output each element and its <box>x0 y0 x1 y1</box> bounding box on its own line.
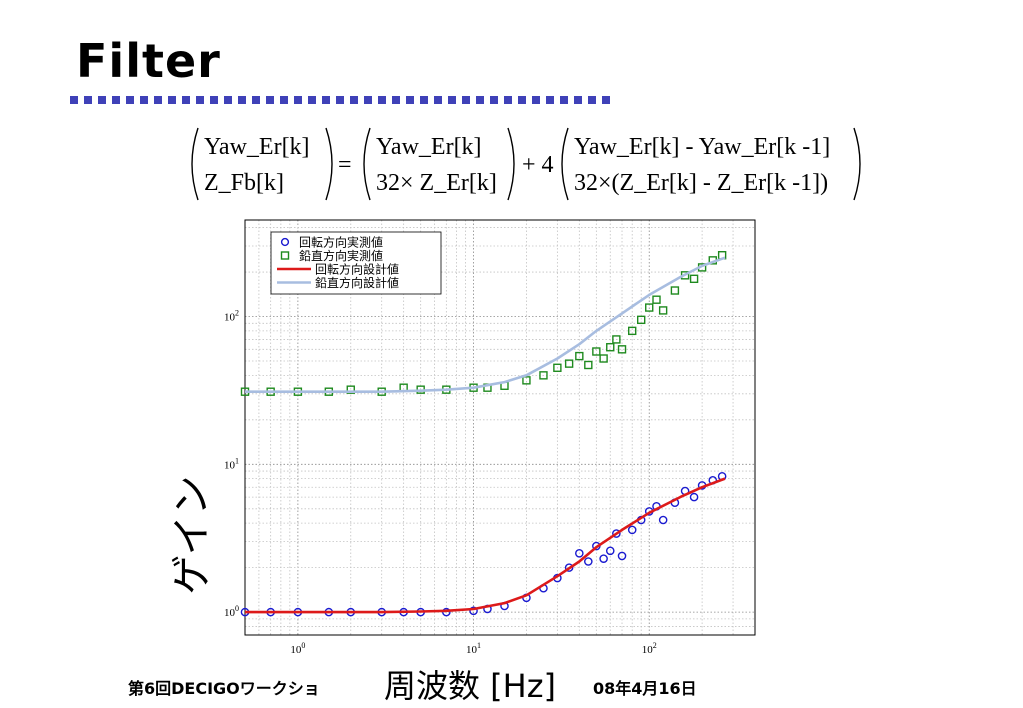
series-line <box>245 256 726 393</box>
data-point <box>606 343 615 352</box>
data-point <box>617 551 627 561</box>
series-2 <box>245 477 726 614</box>
y-tick-label: 102 <box>224 309 239 324</box>
data-point <box>689 492 699 502</box>
data-point <box>564 563 574 572</box>
legend-marker <box>280 251 290 260</box>
y-axis-label: ゲイン <box>169 475 215 594</box>
lhs-row-2: Z_Fb[k] <box>204 170 284 196</box>
series-line <box>245 477 726 614</box>
data-point <box>539 371 548 380</box>
data-point <box>689 274 699 284</box>
data-point <box>628 326 637 336</box>
title-dotted-rule <box>70 96 615 104</box>
legend-label: 鉛直方向実測値 <box>299 248 383 263</box>
data-point <box>617 345 627 354</box>
slide-title: Filter <box>76 34 221 88</box>
term2-right-paren <box>853 127 861 201</box>
term1-right-paren <box>507 127 515 201</box>
data-point <box>599 354 608 363</box>
lhs-left-paren <box>191 127 199 201</box>
legend-label: 鉛直方向設計値 <box>315 275 399 290</box>
data-point <box>605 546 615 556</box>
plot-area: 100 101 102 100 101 102 回転方向実測値鉛直方向実測値回転方向設計値鉛… <box>224 219 756 656</box>
gain-chart: ゲイン 100 101 102 100 101 102 回転方向実測値鉛直方向実測値回転方向… <box>169 219 756 656</box>
data-point <box>652 295 661 304</box>
y-tick-label: 101 <box>224 456 239 471</box>
x-tick-label: 100 <box>290 641 305 656</box>
data-point <box>627 525 637 535</box>
y-tick-label: 100 <box>224 604 239 619</box>
equals-sign: = <box>338 152 352 178</box>
data-point <box>592 347 601 356</box>
data-point <box>584 360 593 370</box>
footer-date: 08年4月16日 <box>593 679 697 698</box>
plus-four: + 4 <box>522 152 554 178</box>
data-point <box>599 554 608 563</box>
x-axis-label: 周波数 [Hz] <box>378 661 563 707</box>
data-point <box>553 363 562 372</box>
term1-row-1: Yaw_Er[k] <box>376 134 482 160</box>
data-point <box>584 557 593 566</box>
data-point <box>575 351 584 361</box>
series-3 <box>245 256 726 393</box>
data-point <box>522 376 531 385</box>
x-tick-label: 101 <box>466 641 481 656</box>
plot-frame <box>244 219 756 636</box>
term2-row-1: Yaw_Er[k] - Yaw_Er[k -1] <box>574 134 830 160</box>
data-point <box>612 529 621 538</box>
legend-marker <box>280 237 290 247</box>
term1-row-2: 32× Z_Er[k] <box>376 170 497 196</box>
data-point <box>658 515 668 525</box>
data-point <box>670 286 680 295</box>
data-point <box>564 359 574 368</box>
filter-equation: Yaw_Er[k] Z_Fb[k] = Yaw_Er[k] 32× Z_Er[k… <box>191 127 861 201</box>
series-group <box>240 251 727 617</box>
data-point <box>346 385 355 394</box>
data-point <box>658 306 668 315</box>
legend-label: 回転方向実測値 <box>299 235 383 250</box>
data-point <box>645 303 654 312</box>
data-point <box>636 315 646 325</box>
data-point <box>469 606 478 616</box>
term2-row-2: 32×(Z_Er[k] - Z_Er[k -1]) <box>574 170 828 196</box>
x-tick-label: 102 <box>642 641 657 656</box>
data-point <box>575 548 584 558</box>
term2-left-paren <box>561 127 569 201</box>
term1-left-paren <box>363 127 371 201</box>
footer-event-name: 第6回DECIGOワークショ <box>128 679 320 698</box>
lhs-row-1: Yaw_Er[k] <box>204 134 310 160</box>
legend-label: 回転方向設計値 <box>315 262 399 277</box>
data-point <box>612 335 621 344</box>
lhs-right-paren <box>325 127 333 201</box>
